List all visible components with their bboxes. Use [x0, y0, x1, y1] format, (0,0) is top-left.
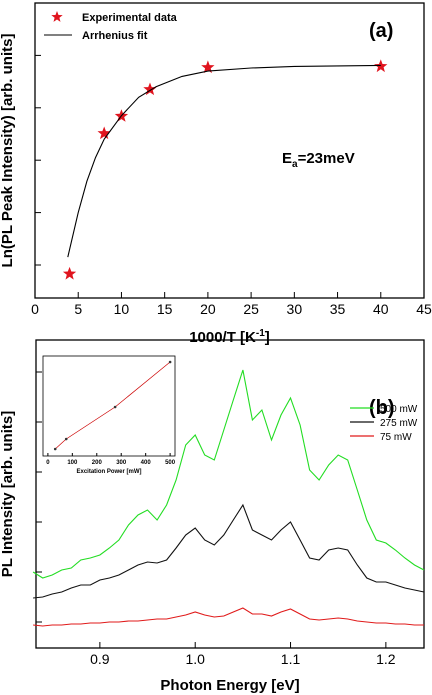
series-line	[32, 369, 425, 579]
plot-frame	[35, 339, 425, 649]
series-line	[33, 607, 424, 627]
plot-frame	[42, 355, 176, 457]
legend-marker	[51, 11, 63, 22]
plot-frame	[34, 2, 425, 299]
series-line	[54, 361, 171, 450]
x-tick-label: 20	[200, 301, 216, 317]
data-point	[62, 266, 77, 280]
x-tick-label: 500	[165, 460, 176, 466]
data-point	[97, 126, 111, 140]
x-tick-label: 0	[46, 460, 50, 466]
annotation: Ea=23meV	[282, 150, 355, 170]
x-axis-label: Excitation Power [mW]	[76, 469, 141, 475]
x-tick-label: 0	[31, 301, 39, 317]
x-tick-label: 40	[373, 301, 389, 317]
legend-label: 500 mW	[380, 404, 418, 415]
x-tick-label: 200	[92, 460, 103, 466]
legend-label: Arrhenius fit	[82, 30, 148, 42]
x-axis-label-sup: -1	[256, 328, 265, 339]
legend-label: 75 mW	[380, 432, 412, 443]
x-tick-label: 30	[287, 301, 303, 317]
legend-label: Experimental data	[82, 12, 178, 24]
data-point	[113, 405, 117, 409]
x-axis-label-tail: ]	[265, 329, 270, 346]
x-axis-label-text: 1000/T [K	[189, 329, 256, 346]
x-tick-label: 35	[330, 301, 346, 317]
x-tick-label: 10	[114, 301, 130, 317]
data-point	[168, 360, 172, 364]
series-line	[33, 503, 425, 599]
x-axis-label: 1000/T [K-1]	[189, 328, 270, 346]
x-tick-label: 5	[74, 301, 82, 317]
legend-label: 275 mW	[380, 418, 418, 429]
data-point	[53, 447, 57, 451]
data-point	[143, 82, 157, 96]
y-axis-label: PL Intensity [arb. units]	[0, 411, 16, 577]
x-tick-label: 1.0	[185, 651, 205, 667]
data-point	[201, 60, 215, 74]
panel-label: (a)	[369, 20, 393, 42]
x-tick-label: 400	[141, 460, 152, 466]
x-tick-label: 15	[157, 301, 173, 317]
x-tick-label: 1.1	[281, 651, 301, 667]
x-tick-label: 0.9	[90, 651, 110, 667]
x-tick-label: 25	[243, 301, 259, 317]
x-tick-label: 100	[67, 460, 78, 466]
annotation-sub: a	[292, 159, 298, 170]
x-axis-label: Photon Energy [eV]	[160, 677, 299, 694]
y-axis-label: Ln(PL Peak Intensity) [arb. units]	[0, 34, 16, 268]
x-tick-label: 300	[116, 460, 127, 466]
data-point	[64, 437, 68, 441]
annotation-tail: =23meV	[298, 150, 355, 167]
series-line	[67, 64, 381, 258]
panel-label: (b)	[369, 397, 395, 419]
x-tick-label: 1.2	[376, 651, 396, 667]
annotation-text: E	[282, 150, 292, 167]
x-tick-label: 45	[416, 301, 432, 317]
